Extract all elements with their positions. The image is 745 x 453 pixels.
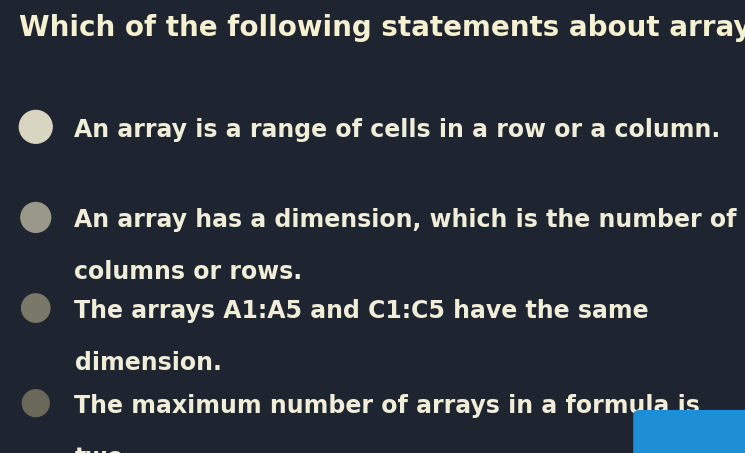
- Text: The arrays A1:A5 and C1:C5 have the same: The arrays A1:A5 and C1:C5 have the same: [74, 299, 649, 323]
- Text: dimension.: dimension.: [74, 351, 221, 375]
- Text: The maximum number of arrays in a formula is: The maximum number of arrays in a formul…: [74, 394, 700, 418]
- Text: Which of the following statements about arrays is false?: Which of the following statements about …: [19, 14, 745, 42]
- Ellipse shape: [22, 390, 49, 417]
- Text: columns or rows.: columns or rows.: [74, 260, 302, 284]
- Text: An array is a range of cells in a row or a column.: An array is a range of cells in a row or…: [74, 118, 720, 142]
- Ellipse shape: [22, 294, 50, 322]
- Text: two.: two.: [74, 446, 133, 453]
- Ellipse shape: [19, 111, 52, 143]
- Ellipse shape: [21, 202, 51, 232]
- FancyBboxPatch shape: [633, 410, 745, 453]
- Text: An array has a dimension, which is the number of: An array has a dimension, which is the n…: [74, 208, 737, 232]
